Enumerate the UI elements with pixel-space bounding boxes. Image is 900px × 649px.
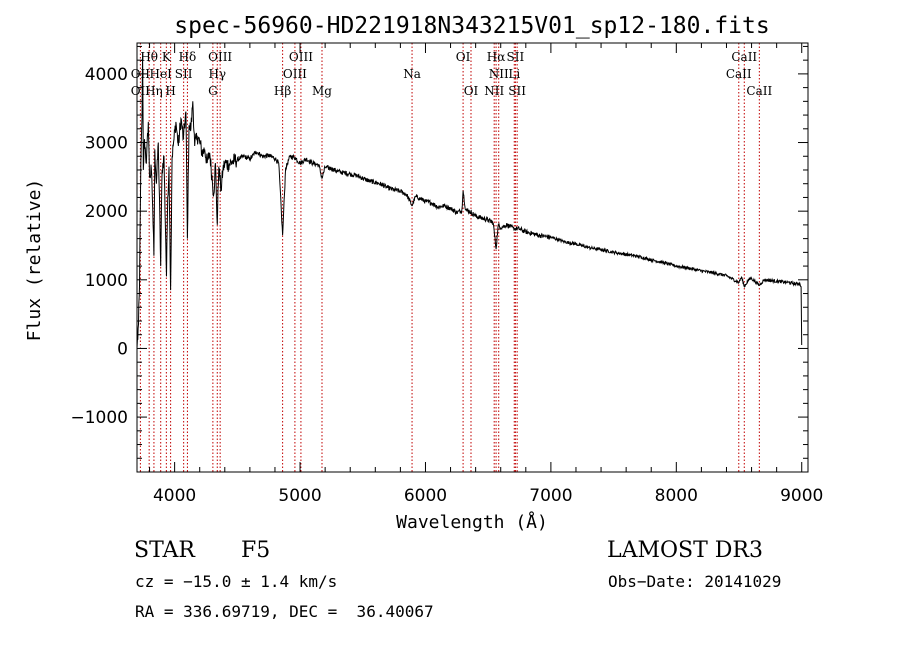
annotation-label: OII xyxy=(131,84,151,98)
observation-date: Obs−Date: 20141029 xyxy=(608,572,782,591)
annotation-label: H xyxy=(165,84,175,98)
object-subclass: F5 xyxy=(241,538,271,563)
annotation-label: Hα xyxy=(487,50,506,64)
annotation-label: CaII xyxy=(726,67,752,81)
coordinates: RA = 336.69719, DEC = 36.40067 xyxy=(135,602,434,621)
x-tick-label: 9000 xyxy=(780,486,823,506)
annotation-label: CaII xyxy=(746,84,772,98)
chart-title: spec-56960-HD221918N343215V01_sp12-180.f… xyxy=(174,13,769,39)
annotation-label: HeI xyxy=(150,67,173,81)
annotation-label: NII xyxy=(489,67,509,81)
x-tick-label: 5000 xyxy=(278,486,321,506)
annotation-label: OIII xyxy=(208,50,232,64)
annotation-label: NII xyxy=(484,84,504,98)
annotation-label: G xyxy=(208,84,218,98)
annotation-label: OIII xyxy=(283,67,307,81)
redshift-cz: cz = −15.0 ± 1.4 km/s xyxy=(135,572,338,591)
spectrum-line xyxy=(136,53,803,349)
annotation-label: OI xyxy=(464,84,479,98)
y-axis-ticks: −1000 0 1000 2000 3000 4000 xyxy=(70,45,808,473)
annotation-label: Li xyxy=(508,67,520,81)
plot-frame xyxy=(136,42,809,473)
x-tick-label: 7000 xyxy=(529,486,572,506)
emission-line-markers xyxy=(139,43,760,472)
x-axis-label: Wavelength (Å) xyxy=(396,511,548,533)
annotation-label: Hδ xyxy=(179,50,197,64)
y-axis-label: Flux (relative) xyxy=(24,179,45,342)
y-tick-label: 2000 xyxy=(85,202,128,222)
x-tick-label: 4000 xyxy=(153,486,196,506)
annotation-label: SII xyxy=(175,67,193,81)
annotation-label: Hβ xyxy=(274,84,291,98)
y-tick-label: 1000 xyxy=(85,271,128,291)
survey-name: LAMOST DR3 xyxy=(607,538,763,563)
y-tick-label: −1000 xyxy=(70,408,128,428)
annotation-label: OIII xyxy=(289,50,313,64)
annotation-label: SII xyxy=(508,84,526,98)
x-tick-label: 8000 xyxy=(655,486,698,506)
annotation-label: Hθ xyxy=(140,50,158,64)
annotation-label: CaII xyxy=(731,50,757,64)
annotation-label: Mg xyxy=(312,84,332,98)
y-tick-label: 3000 xyxy=(85,134,128,154)
annotation-label: OI xyxy=(456,50,471,64)
spectrum-layer xyxy=(136,53,803,349)
y-tick-label: 0 xyxy=(117,339,128,359)
annotation-label: K xyxy=(162,50,172,64)
annotation-label: Na xyxy=(403,67,421,81)
object-class: STAR xyxy=(134,538,195,563)
y-tick-label: 4000 xyxy=(85,65,128,85)
annotation-label: SII xyxy=(507,50,525,64)
x-tick-label: 6000 xyxy=(404,486,447,506)
x-axis-ticks: 4000 5000 6000 7000 8000 9000 xyxy=(149,43,823,506)
annotation-label: Hη xyxy=(145,84,163,98)
annotation-label: Hγ xyxy=(208,67,226,81)
